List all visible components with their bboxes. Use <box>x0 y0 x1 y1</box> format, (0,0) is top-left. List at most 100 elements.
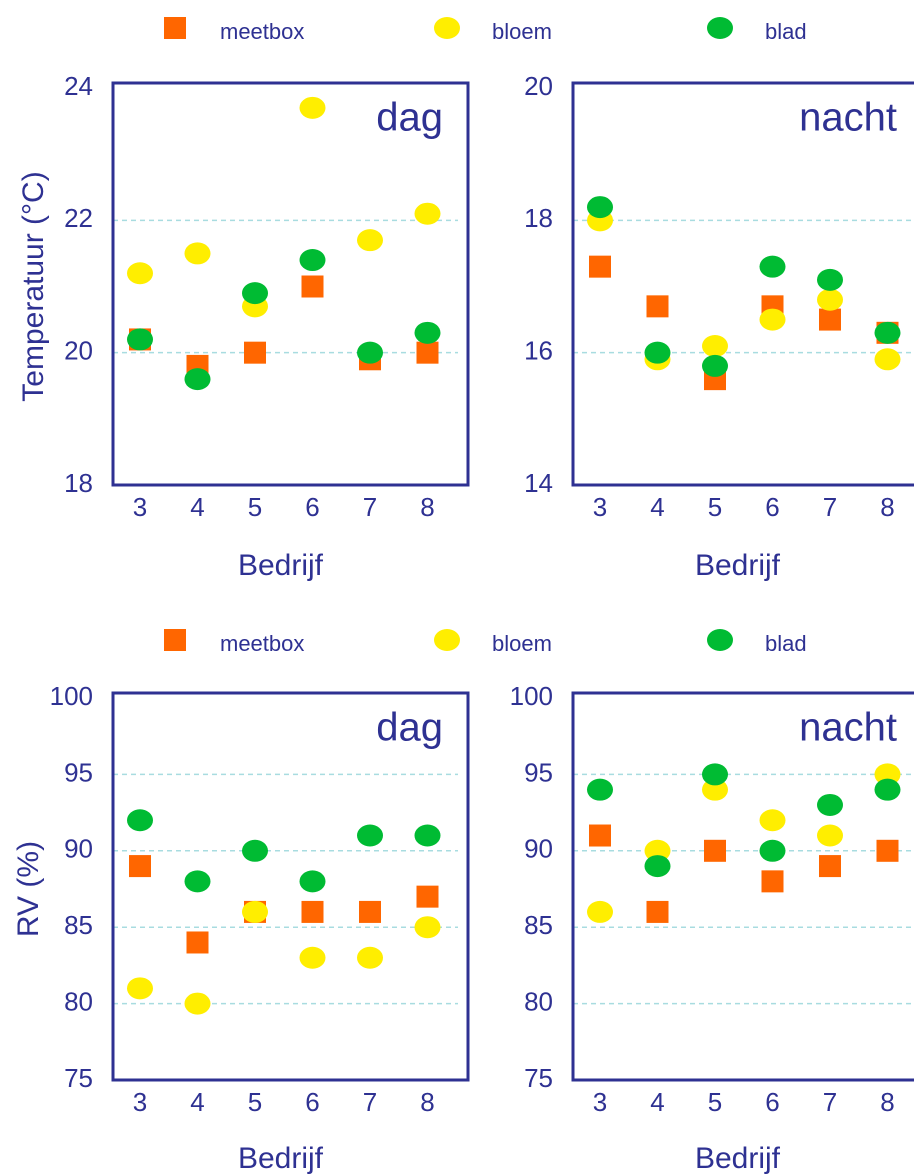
point <box>759 255 786 278</box>
point <box>874 778 901 801</box>
point <box>817 793 843 816</box>
point <box>242 839 268 862</box>
chart-title: nacht <box>799 96 897 140</box>
point <box>357 824 383 847</box>
y-tick-label: 90 <box>64 834 93 864</box>
y-tick-label: 20 <box>524 71 553 101</box>
point <box>414 321 441 344</box>
x-tick-label: 8 <box>420 1087 434 1117</box>
point <box>184 992 211 1015</box>
point <box>416 885 439 908</box>
point <box>874 321 901 344</box>
x-tick-label: 5 <box>708 492 722 522</box>
x-tick-label: 7 <box>823 1087 837 1117</box>
x-axis-label: Bedrijf <box>238 549 324 582</box>
y-tick-label: 20 <box>64 336 93 366</box>
y-tick-label: 85 <box>64 910 93 940</box>
x-tick-label: 4 <box>190 492 204 522</box>
point <box>817 268 843 291</box>
y-tick-label: 90 <box>524 834 553 864</box>
chart-title: dag <box>376 706 443 750</box>
y-tick-label: 16 <box>524 336 553 366</box>
plot-frame <box>571 81 914 487</box>
point <box>184 870 211 893</box>
point <box>644 855 671 878</box>
chart-title: dag <box>376 96 443 140</box>
legend-label: meetbox <box>220 19 304 44</box>
y-tick-label: 100 <box>510 681 553 711</box>
point <box>299 249 326 272</box>
point <box>876 839 899 862</box>
x-tick-label: 4 <box>650 1087 664 1117</box>
point <box>702 778 728 801</box>
point <box>587 900 613 923</box>
x-tick-label: 3 <box>593 492 607 522</box>
point <box>646 295 669 318</box>
y-tick-label: 80 <box>524 986 553 1016</box>
x-tick-label: 7 <box>363 492 377 522</box>
y-axis-label: RV (%) <box>12 841 45 937</box>
point <box>819 855 841 878</box>
x-axis-label: Bedrijf <box>695 549 781 582</box>
point <box>646 900 669 923</box>
point <box>644 341 671 364</box>
point <box>644 839 671 862</box>
legend-marker <box>434 17 460 39</box>
legend-marker <box>707 629 733 651</box>
y-tick-label: 18 <box>524 203 553 233</box>
point <box>357 946 383 969</box>
x-tick-label: 8 <box>880 1087 894 1117</box>
y-tick-label: 75 <box>64 1063 93 1093</box>
point <box>817 288 843 311</box>
point <box>589 255 611 278</box>
plot-frame <box>111 691 470 1082</box>
y-tick-label: 75 <box>524 1063 553 1093</box>
legend-label: blad <box>765 19 807 44</box>
point <box>244 341 266 364</box>
y-tick-label: 14 <box>524 468 553 498</box>
point <box>874 348 901 371</box>
legend-label: bloem <box>492 631 552 656</box>
y-tick-label: 80 <box>64 986 93 1016</box>
legend-marker <box>164 629 186 651</box>
point <box>299 946 326 969</box>
legend-label: bloem <box>492 19 552 44</box>
point <box>129 855 151 878</box>
point <box>414 202 441 225</box>
point <box>127 809 153 832</box>
point <box>357 341 383 364</box>
point <box>759 809 786 832</box>
point <box>242 900 268 923</box>
x-tick-label: 3 <box>133 492 147 522</box>
point <box>702 763 728 786</box>
point <box>299 870 326 893</box>
x-tick-label: 6 <box>305 1087 319 1117</box>
x-tick-label: 6 <box>765 492 779 522</box>
point <box>874 763 901 786</box>
x-axis-label: Bedrijf <box>695 1142 781 1174</box>
x-tick-label: 6 <box>765 1087 779 1117</box>
point <box>184 368 211 391</box>
point <box>416 341 439 364</box>
x-tick-label: 6 <box>305 492 319 522</box>
point <box>819 308 841 331</box>
point <box>242 282 268 305</box>
legend-marker <box>434 629 460 651</box>
y-tick-label: 100 <box>50 681 93 711</box>
legend-marker <box>164 17 186 39</box>
x-tick-label: 8 <box>420 492 434 522</box>
legend-label: meetbox <box>220 631 304 656</box>
legend-marker <box>707 17 733 39</box>
y-tick-label: 24 <box>64 71 93 101</box>
plot-frame <box>111 81 470 487</box>
x-tick-label: 7 <box>823 492 837 522</box>
point <box>702 354 728 377</box>
point <box>414 916 441 939</box>
y-tick-label: 85 <box>524 910 553 940</box>
point <box>359 900 381 923</box>
x-tick-label: 3 <box>133 1087 147 1117</box>
y-axis-label: Temperatuur (°C) <box>17 171 50 401</box>
point <box>761 870 784 893</box>
point <box>702 335 728 358</box>
